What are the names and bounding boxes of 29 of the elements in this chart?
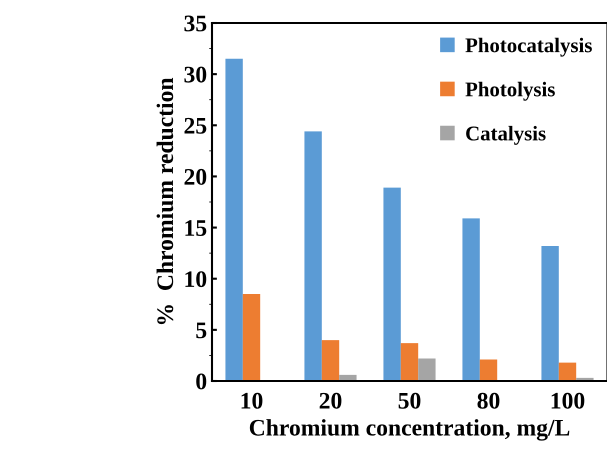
y-tick-label: 30 [184, 66, 206, 83]
legend-label: Catalysis [466, 126, 546, 145]
y-tick-label: 10 [185, 271, 206, 288]
bar [400, 343, 418, 381]
y-tick-label: 5 [196, 322, 206, 338]
y-tick-label: 25 [184, 118, 206, 134]
bar [418, 358, 436, 381]
bar [242, 294, 260, 381]
legend-label: Photocatalysis [465, 38, 592, 57]
x-tick-label: 100 [552, 392, 584, 409]
x-tick-label: 80 [477, 392, 500, 409]
bar [322, 340, 340, 381]
bar [541, 246, 559, 381]
x-tick-label: 20 [320, 392, 342, 409]
bar [225, 58, 243, 381]
bar [383, 188, 401, 381]
x-tick-label: 10 [242, 392, 262, 409]
legend-label: Photolysis [465, 82, 555, 101]
x-tick-label: 50 [398, 392, 420, 409]
bar [462, 218, 480, 381]
y-axis-title: % Chromium reduction [156, 78, 174, 324]
y-tick-label: 15 [185, 220, 206, 236]
y-tick-label: 35 [184, 16, 206, 32]
y-tick-label: 0 [196, 373, 206, 390]
bar [304, 131, 322, 381]
y-tick-label: 20 [184, 168, 206, 185]
x-axis-title: Chromium concentration, mg/L [250, 419, 570, 441]
bar [558, 362, 576, 381]
bar [480, 360, 498, 381]
